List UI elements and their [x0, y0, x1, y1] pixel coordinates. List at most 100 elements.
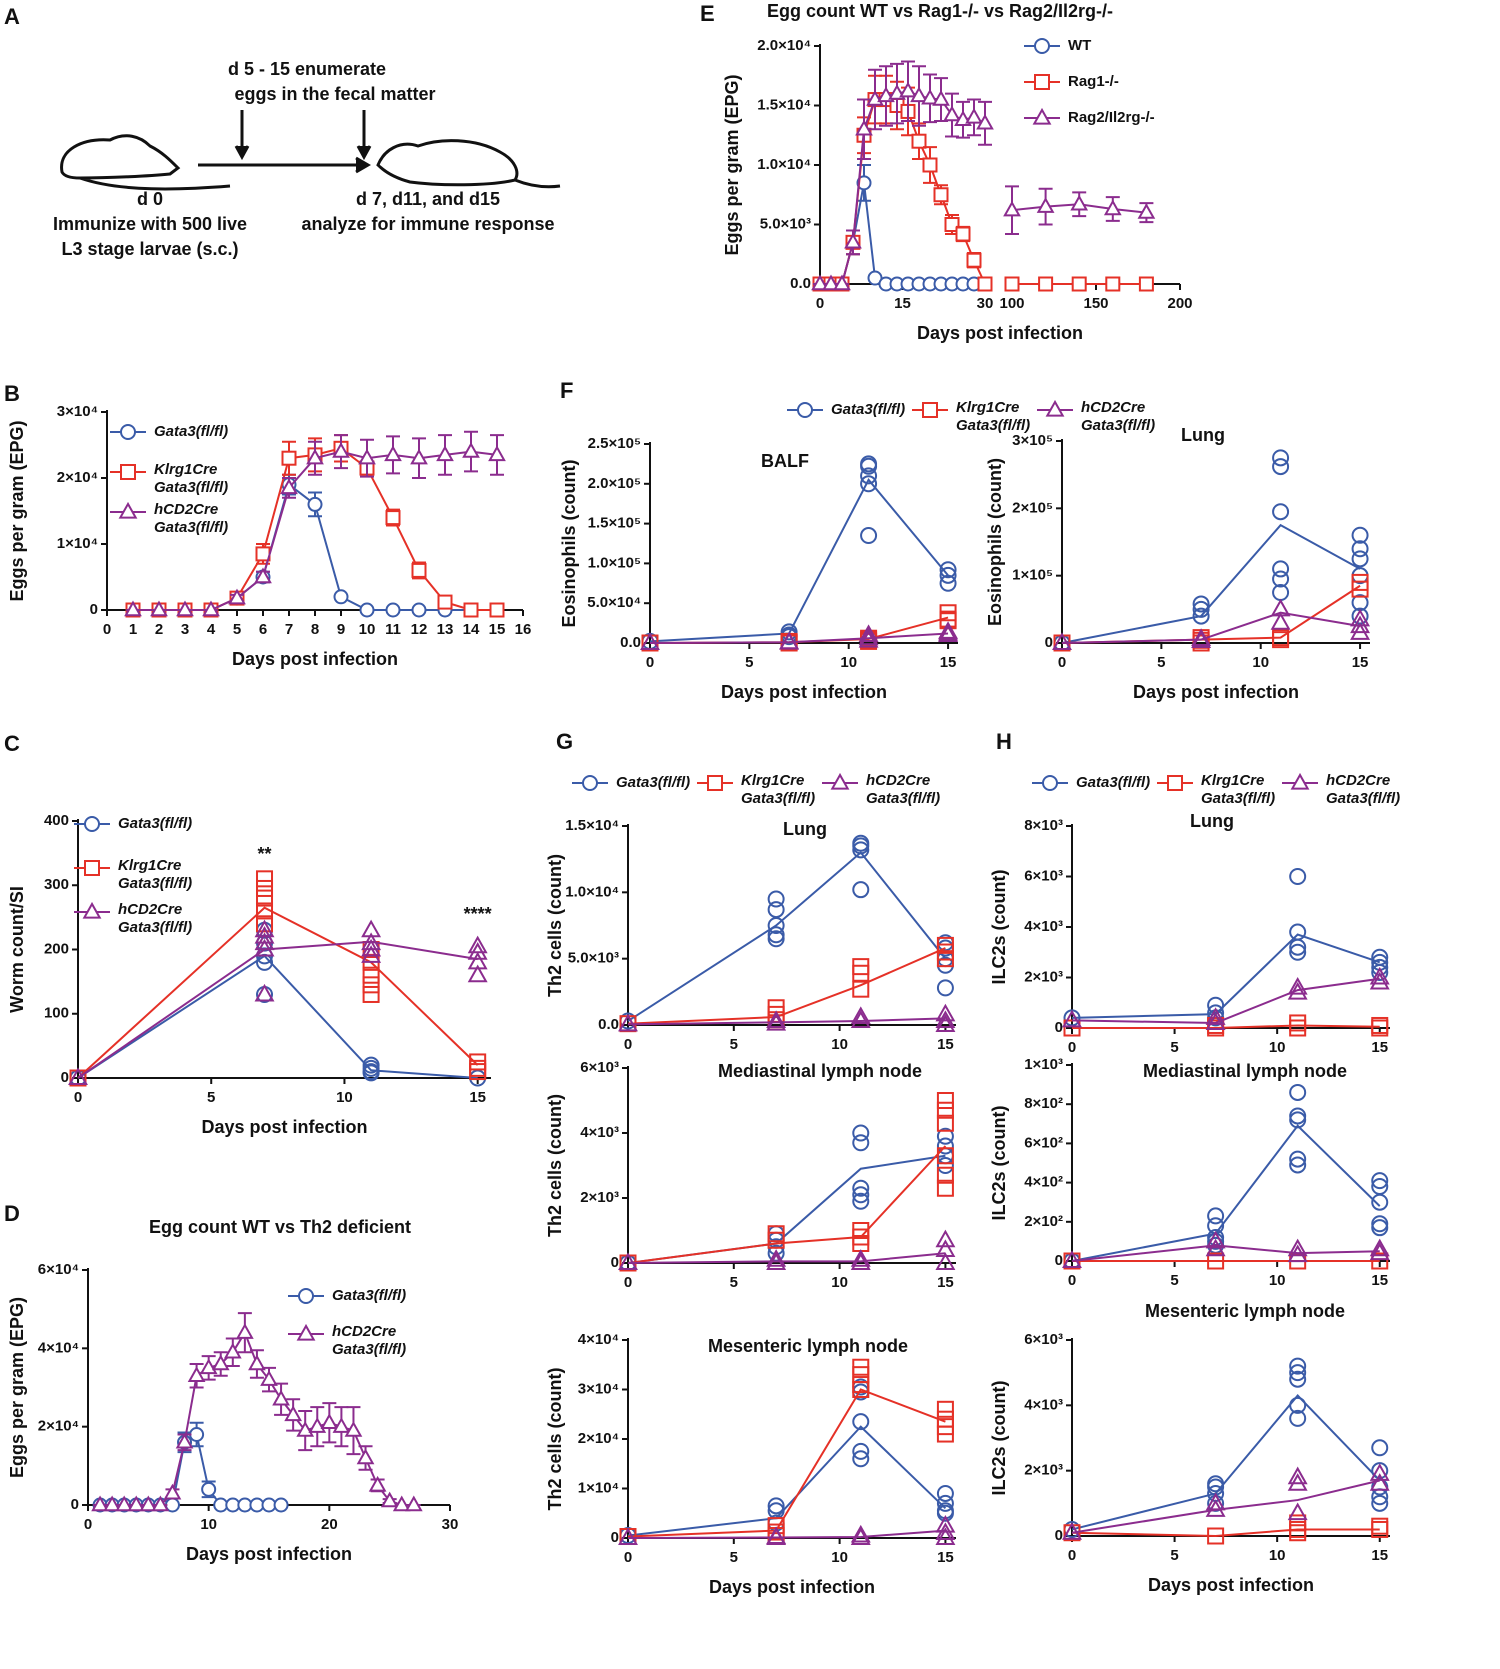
- diagram-text: d 0: [137, 189, 163, 209]
- legend-marker: [797, 402, 813, 418]
- data-point: [1371, 1494, 1389, 1512]
- data-point: [256, 915, 274, 933]
- data-point: [936, 1157, 954, 1174]
- y-tick-label: 1×10³: [1024, 1056, 1063, 1073]
- data-point: [1207, 1207, 1225, 1225]
- data-point: [766, 1252, 787, 1270]
- data-point: [833, 274, 851, 291]
- data-point: [211, 1354, 230, 1371]
- data-point: [852, 1186, 870, 1204]
- data-point: [1272, 458, 1290, 476]
- series-line: [1061, 523, 1361, 644]
- y-tick-label: 1.0×10⁴: [565, 883, 619, 900]
- chart-title: Egg count WT vs Rag1-/- vs Rag2/Il2rg-/-: [767, 1, 1113, 21]
- data-point: [858, 627, 879, 646]
- data-point: [850, 1527, 871, 1545]
- x-tick-label: 10: [359, 621, 376, 638]
- data-point: [359, 602, 375, 618]
- data-point: [852, 1124, 870, 1142]
- series-line: [1061, 611, 1361, 644]
- data-point: [618, 1252, 638, 1270]
- data-point: [1205, 1238, 1226, 1257]
- data-point: [488, 445, 506, 462]
- legend-label: Klrg1Cre Gata3(fl/fl): [154, 461, 228, 496]
- legend-label: hCD2Cre Gata3(fl/fl): [118, 901, 192, 936]
- series-line: [627, 1252, 946, 1264]
- data-point: [856, 175, 872, 191]
- x-tick-label: 1: [129, 621, 137, 638]
- x-tick-label: 10: [1269, 1272, 1286, 1289]
- data-point: [462, 442, 480, 458]
- x-tick-label: 15: [1371, 1272, 1388, 1289]
- data-point: [436, 445, 454, 462]
- x-tick-label: 15: [937, 1549, 954, 1566]
- legend-marker: [1167, 775, 1183, 791]
- x-tick-label: 10: [1252, 654, 1269, 671]
- series-line: [77, 906, 479, 1079]
- data-point: [362, 985, 380, 1003]
- series-line: [627, 851, 947, 1022]
- data-point: [1070, 194, 1089, 211]
- data-point: [860, 457, 878, 475]
- data-point: [223, 1342, 242, 1359]
- y-tick-label: 1.0×10⁵: [588, 554, 641, 571]
- data-point: [1003, 200, 1021, 217]
- data-point: [936, 1504, 954, 1522]
- data-point: [766, 1010, 787, 1029]
- data-point: [1369, 1463, 1390, 1481]
- y-tick-label: 1.5×10⁵: [588, 515, 641, 532]
- y-tick-label: 1.5×10⁴: [565, 817, 619, 834]
- y-axis-title: Eggs per gram (EPG): [722, 74, 742, 255]
- x-axis-title: Days post infection: [709, 1577, 875, 1597]
- legend-label: Klrg1Cre Gata3(fl/fl): [118, 857, 192, 892]
- data-point: [852, 980, 870, 998]
- data-point: [936, 1127, 954, 1145]
- data-point: [965, 107, 983, 124]
- data-point: [272, 1389, 290, 1406]
- legend-marker: [298, 1288, 314, 1304]
- data-point: [248, 1354, 266, 1371]
- data-point: [91, 1495, 109, 1512]
- legend-marker: [707, 775, 723, 791]
- y-tick-label: 5.0×10³: [760, 215, 811, 232]
- legend-label: Klrg1Cre Gata3(fl/fl): [741, 772, 815, 807]
- x-tick-label: 16: [515, 621, 532, 638]
- x-tick-label: 0: [624, 1274, 632, 1291]
- data-point: [852, 1442, 870, 1460]
- data-point: [1350, 622, 1371, 640]
- data-point: [1289, 868, 1307, 885]
- data-point: [1205, 1007, 1226, 1025]
- y-tick-label: 6×10⁴: [38, 1261, 79, 1278]
- data-point: [175, 1432, 194, 1449]
- subtitle: Mediastinal lymph node: [1143, 1061, 1347, 1081]
- data-point: [935, 1010, 956, 1029]
- data-point: [273, 1497, 289, 1513]
- data-point: [225, 1497, 241, 1513]
- x-tick-label: 14: [463, 621, 480, 638]
- panel-letter: G: [556, 729, 573, 754]
- x-tick-label: 15: [1352, 654, 1369, 671]
- data-point: [767, 901, 785, 919]
- data-point: [935, 1514, 956, 1533]
- data-point: [936, 1425, 954, 1443]
- series-line: [1071, 1528, 1380, 1538]
- data-point: [344, 1421, 363, 1437]
- data-point: [850, 1249, 871, 1267]
- subtitle: Mesenteric lymph node: [1145, 1301, 1345, 1321]
- legend-marker: [120, 424, 136, 440]
- data-point: [249, 1497, 265, 1513]
- data-point: [380, 1491, 399, 1508]
- x-tick-label: 7: [285, 621, 293, 638]
- y-tick-label: 2.0×10⁴: [757, 37, 811, 54]
- data-point: [767, 930, 785, 948]
- x-tick-label: 5: [730, 1549, 738, 1566]
- data-point: [1004, 276, 1020, 292]
- data-point: [261, 1497, 277, 1513]
- x-tick-label: 20: [321, 1516, 338, 1533]
- data-point: [936, 1494, 954, 1512]
- data-point: [910, 86, 928, 103]
- legend-label: Klrg1Cre Gata3(fl/fl): [1201, 772, 1275, 807]
- data-point: [254, 932, 275, 951]
- data-point: [1371, 1219, 1389, 1237]
- data-point: [1369, 1238, 1390, 1257]
